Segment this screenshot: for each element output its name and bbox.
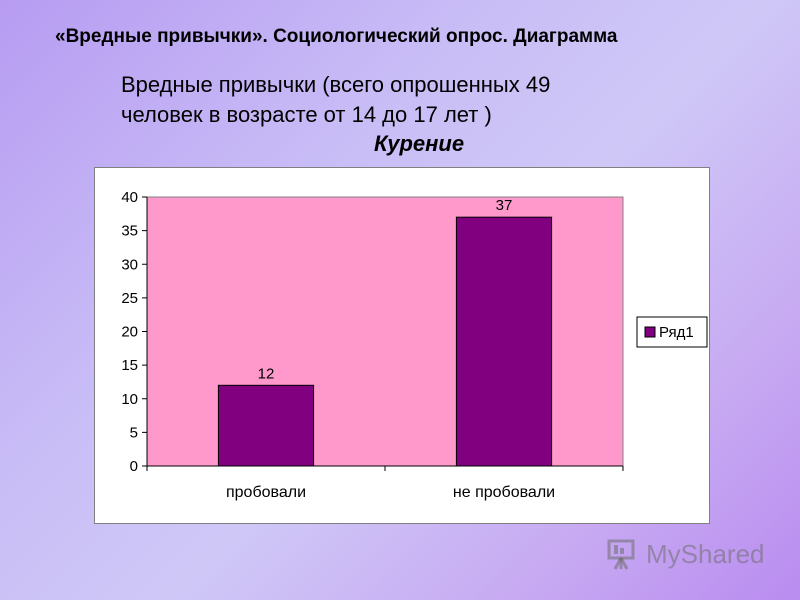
y-tick-label: 40 — [121, 189, 138, 206]
category-label: пробовали — [226, 484, 306, 501]
presentation-board-icon — [606, 537, 640, 571]
y-tick-label: 10 — [121, 391, 138, 408]
y-tick-label: 20 — [121, 324, 138, 341]
chart-area: 0 5 10 15 20 25 30 35 40 12 пробовали 37 не пробовал… — [94, 167, 710, 524]
y-tick-label: 15 — [121, 357, 138, 374]
bar-chart: 0 5 10 15 20 25 30 35 40 12 пробовали 37 не пробовал… — [121, 189, 708, 501]
subtitle-line-2: человек в возрасте от 14 до 17 лет ) — [121, 102, 492, 127]
watermark: MyShared — [606, 537, 765, 571]
y-tick-label: 0 — [130, 458, 138, 475]
y-tick-label: 30 — [121, 256, 138, 273]
subtitle-line-1: Вредные привычки (всего опрошенных 49 — [121, 72, 551, 97]
data-label: 37 — [496, 197, 513, 214]
bar-2 — [455, 216, 553, 467]
survey-subtitle: Вредные привычки (всего опрошенных 49 че… — [121, 70, 550, 130]
legend-swatch — [644, 326, 656, 338]
category-label: не пробовали — [453, 484, 555, 501]
data-label: 12 — [258, 365, 275, 382]
legend-label: Ряд1 — [659, 324, 694, 341]
bar-1 — [217, 384, 315, 467]
y-tick-label: 5 — [130, 424, 138, 441]
slide-title: «Вредные привычки». Социологический опро… — [55, 26, 618, 47]
watermark-text: MyShared — [646, 538, 765, 569]
y-tick-label: 25 — [121, 290, 138, 307]
chart-title: Курение — [374, 131, 465, 156]
y-tick-label: 35 — [121, 223, 138, 240]
